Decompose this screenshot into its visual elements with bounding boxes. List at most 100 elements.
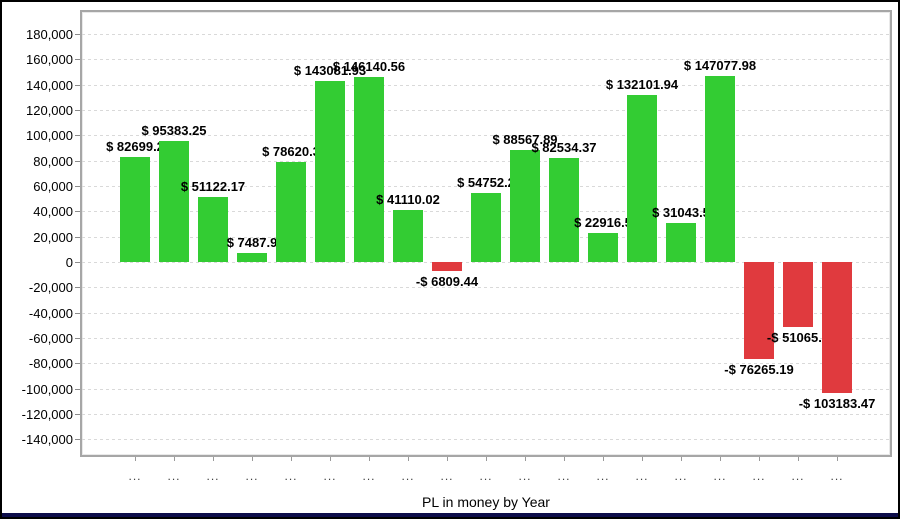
y-axis-label: -40,000 bbox=[28, 305, 73, 321]
gridline bbox=[82, 287, 890, 289]
bar-value-label: -$ 51065.0 bbox=[766, 329, 830, 345]
x-axis-tick bbox=[798, 457, 799, 461]
y-axis-tick bbox=[75, 312, 80, 314]
y-axis-tick bbox=[75, 34, 80, 35]
bar-positive bbox=[354, 76, 384, 262]
x-axis-label: ... bbox=[245, 469, 259, 483]
y-axis-tick bbox=[75, 186, 80, 187]
y-axis-label: -140,000 bbox=[21, 432, 73, 448]
x-axis-tick bbox=[564, 457, 565, 461]
bar-value-label: $ 95383.25 bbox=[141, 123, 207, 139]
bar-negative bbox=[744, 262, 774, 359]
bar-negative bbox=[783, 262, 813, 327]
gridline bbox=[82, 135, 890, 137]
x-axis-title: PL in money by Year bbox=[422, 494, 550, 510]
bar-positive bbox=[588, 233, 618, 262]
gridline bbox=[82, 186, 890, 187]
x-axis-label: ... bbox=[518, 469, 532, 483]
x-axis-tick bbox=[837, 457, 838, 461]
x-axis-label: ... bbox=[206, 469, 220, 483]
gridline bbox=[82, 414, 890, 415]
gridline bbox=[82, 59, 890, 61]
bar-value-label: $ 7487.9 bbox=[226, 234, 278, 250]
x-axis-label: ... bbox=[557, 469, 571, 483]
x-axis-label: ... bbox=[128, 469, 142, 483]
x-axis-tick bbox=[759, 457, 760, 461]
gridline bbox=[82, 439, 890, 441]
bar-value-label: $ 143081.93 bbox=[293, 62, 367, 78]
y-axis-tick bbox=[75, 236, 80, 238]
bar-value-label: $ 147077.98 bbox=[683, 57, 757, 73]
x-axis-label: ... bbox=[479, 469, 493, 483]
bar-negative bbox=[432, 262, 462, 271]
x-axis-label: ... bbox=[401, 469, 415, 483]
y-axis-label: -80,000 bbox=[28, 356, 73, 372]
gridline bbox=[82, 110, 890, 111]
y-axis-label: -120,000 bbox=[21, 407, 73, 422]
x-axis-label: ... bbox=[284, 469, 298, 483]
gridline bbox=[82, 312, 890, 314]
x-axis-tick bbox=[252, 457, 253, 461]
bar-negative bbox=[822, 262, 852, 393]
x-axis-tick bbox=[369, 457, 370, 461]
y-axis-tick bbox=[75, 262, 80, 263]
x-axis-tick bbox=[681, 457, 682, 461]
y-axis-label: 160,000 bbox=[26, 52, 73, 68]
gridline bbox=[82, 160, 890, 162]
y-axis-tick bbox=[75, 338, 80, 339]
y-axis-tick bbox=[75, 388, 80, 390]
y-axis-tick bbox=[75, 160, 80, 162]
bar-value-label: $ 22916.5 bbox=[574, 215, 632, 230]
bar-positive bbox=[549, 157, 579, 262]
x-axis-tick bbox=[174, 457, 175, 461]
bar-positive bbox=[705, 75, 735, 262]
bar-value-label: $ 82534.37 bbox=[531, 139, 597, 155]
y-axis-label: -20,000 bbox=[28, 280, 73, 296]
y-axis-tick bbox=[75, 59, 80, 61]
bar-value-label: -$ 76265.19 bbox=[724, 361, 794, 377]
bar-value-label: $ 31043.5 bbox=[652, 204, 710, 220]
y-axis-label: 40,000 bbox=[33, 204, 73, 220]
bar-value-label: $ 78620.3 bbox=[262, 144, 320, 160]
bar-positive bbox=[276, 162, 306, 262]
x-axis-tick bbox=[135, 457, 136, 461]
gridline bbox=[82, 388, 890, 390]
bar-positive bbox=[237, 252, 267, 262]
x-axis-label: ... bbox=[830, 469, 844, 483]
x-axis-label: ... bbox=[362, 469, 376, 483]
y-axis-tick bbox=[75, 110, 80, 111]
bar-positive bbox=[198, 197, 228, 262]
y-axis-tick bbox=[75, 135, 80, 137]
bar-value-label: $ 41110.02 bbox=[376, 191, 440, 207]
y-axis-label: 120,000 bbox=[26, 103, 73, 118]
y-axis-label: 20,000 bbox=[33, 229, 73, 245]
x-axis-tick bbox=[486, 457, 487, 461]
bar-positive bbox=[159, 141, 189, 262]
gridline bbox=[82, 363, 890, 365]
y-axis-tick bbox=[75, 287, 80, 289]
y-axis-label: -100,000 bbox=[21, 381, 73, 397]
gridline bbox=[82, 338, 890, 339]
x-axis-tick bbox=[720, 457, 721, 461]
y-axis-label: -60,000 bbox=[28, 331, 73, 346]
gridline bbox=[82, 84, 890, 86]
gridline bbox=[82, 262, 890, 263]
y-axis-tick bbox=[75, 211, 80, 213]
bar-positive bbox=[471, 192, 501, 262]
y-axis-tick bbox=[75, 363, 80, 365]
y-axis-tick bbox=[75, 439, 80, 441]
x-axis-tick bbox=[213, 457, 214, 461]
bar-value-label: -$ 6809.44 bbox=[415, 273, 479, 289]
bar-positive bbox=[393, 209, 423, 262]
x-axis-tick bbox=[291, 457, 292, 461]
x-axis-label: ... bbox=[596, 469, 610, 483]
gridline bbox=[82, 34, 890, 35]
y-axis-tick bbox=[75, 414, 80, 415]
bar-value-label: $ 82699.2 bbox=[106, 139, 164, 155]
x-axis-tick bbox=[447, 457, 448, 461]
y-axis-tick bbox=[75, 84, 80, 86]
bar-value-label: $ 132101.94 bbox=[605, 76, 679, 92]
x-axis-tick bbox=[330, 457, 331, 461]
x-axis-label: ... bbox=[167, 469, 181, 483]
bar-positive bbox=[510, 149, 540, 262]
